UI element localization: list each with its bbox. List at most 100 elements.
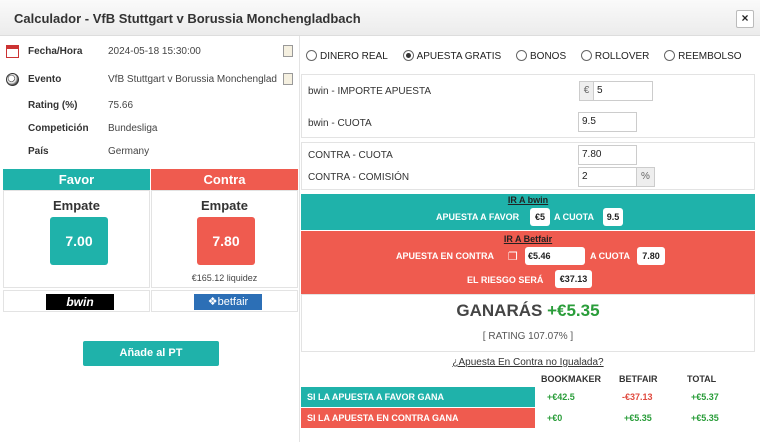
bookmaker-logo-row: bwin: [3, 290, 150, 312]
info-row-country: País Germany: [0, 141, 300, 163]
risk-text: EL RIESGO SERÁ: [467, 275, 544, 285]
col-header-total: TOTAL: [687, 374, 717, 384]
commission-input[interactable]: 2: [578, 167, 637, 187]
radio-label: BONOS: [530, 51, 567, 62]
stake-label: bwin - IMPORTE APUESTA: [308, 86, 431, 97]
event-panel: Fecha/Hora 2024-05-18 15:30:00 Evento Vf…: [0, 36, 300, 442]
copy-icon[interactable]: [283, 73, 293, 85]
mode-radio-group: DINERO REAL APUESTA GRATIS BONOS ROLLOVE…: [306, 50, 754, 62]
result-box: GANARÁS +€5.35 [ RATING 107.07% ]: [301, 294, 755, 352]
lay-form: CONTRA - CUOTA 7.80 CONTRA - COMISIÓN 2 …: [301, 142, 755, 190]
back-form: bwin - IMPORTE APUESTA € 5 bwin - CUOTA …: [301, 74, 755, 138]
stake-input[interactable]: 5: [593, 81, 653, 101]
contra-selection: Empate: [201, 198, 248, 213]
info-row-competition: Competición Bundesliga: [0, 118, 300, 140]
info-row-date: Fecha/Hora 2024-05-18 15:30:00: [0, 41, 300, 63]
row-betfair: -€37.13: [622, 392, 653, 402]
back-odds-text: A CUOTA: [554, 212, 594, 222]
info-row-event: Evento VfB Stuttgart v Borussia Moncheng…: [0, 69, 300, 91]
favor-selection: Empate: [53, 198, 100, 213]
info-value: 2024-05-18 15:30:00: [108, 46, 201, 57]
commission-label: CONTRA - COMISIÓN: [308, 172, 410, 183]
lay-bet-text: APUESTA EN CONTRA: [396, 251, 495, 261]
radio-label: ROLLOVER: [594, 51, 650, 62]
info-label: País: [28, 146, 49, 157]
profit-label: GANARÁS: [456, 301, 543, 320]
info-value: Bundesliga: [108, 123, 158, 134]
dialog-title: Calculador - VfB Stuttgart v Borussia Mo…: [14, 11, 361, 26]
lay-bet-band: IR A Betfair APUESTA EN CONTRA ❐ €5.46 A…: [301, 231, 755, 294]
row-bookmaker: +€0: [547, 413, 563, 423]
copy-icon[interactable]: [283, 45, 293, 57]
contra-odds: 7.80: [197, 217, 255, 265]
table-row: SI LA APUESTA A FAVOR GANA +€42.5 -€37.1…: [301, 387, 755, 407]
odds-label: bwin - CUOTA: [308, 118, 372, 129]
row-total: +€5.35: [691, 413, 719, 423]
close-button[interactable]: ×: [736, 10, 754, 28]
go-to-bwin-link[interactable]: IR A bwin: [507, 195, 549, 205]
col-header-bookmaker: BOOKMAKER: [541, 374, 601, 384]
back-odds-chip: 9.5: [603, 208, 623, 226]
mode-radio-rollover[interactable]: ROLLOVER: [580, 50, 650, 62]
row-total: +€5.37: [691, 392, 719, 402]
betfair-logo-text: betfair: [217, 296, 249, 308]
table-row: SI LA APUESTA EN CONTRA GANA +€0 +€5.35 …: [301, 408, 755, 428]
favor-header: Favor: [3, 169, 150, 190]
lay-stake-chip: €5.46: [525, 247, 585, 265]
favor-column: Empate 7.00: [3, 190, 150, 288]
back-stake-chip: €5: [530, 208, 550, 226]
back-bet-band: IR A bwin APUESTA A FAVOR €5 A CUOTA 9.5: [301, 194, 755, 230]
back-bet-text: APUESTA A FAVOR: [436, 212, 520, 222]
row-label: SI LA APUESTA EN CONTRA GANA: [301, 408, 535, 428]
mode-radio-free[interactable]: APUESTA GRATIS: [402, 50, 502, 62]
row-bookmaker: +€42.5: [547, 392, 575, 402]
info-label: Competición: [28, 123, 89, 134]
info-label: Evento: [28, 74, 62, 85]
percent-suffix: %: [637, 167, 655, 187]
row-label: SI LA APUESTA A FAVOR GANA: [301, 387, 535, 407]
radio-dot[interactable]: [580, 50, 592, 61]
soccer-ball-icon: [6, 73, 19, 86]
radio-dot[interactable]: [402, 50, 414, 61]
radio-label: REEMBOLSO: [678, 51, 742, 62]
euro-prefix: €: [579, 81, 593, 101]
lay-odds-input[interactable]: 7.80: [578, 145, 637, 165]
profit-amount: +€5.35: [547, 301, 600, 320]
mode-radio-refund[interactable]: REEMBOLSO: [664, 50, 742, 62]
info-value: Germany: [108, 146, 150, 157]
contra-liquidity: €165.12 liquidez: [191, 273, 258, 283]
odds-input[interactable]: 9.5: [578, 112, 637, 132]
betfair-logo[interactable]: ❖betfair: [194, 294, 262, 310]
copy-icon[interactable]: ❐: [508, 251, 518, 263]
dialog-titlebar: Calculador - VfB Stuttgart v Borussia Mo…: [0, 0, 760, 36]
risk-chip: €37.13: [555, 270, 592, 288]
info-label: Fecha/Hora: [28, 46, 83, 57]
contra-header: Contra: [151, 169, 298, 190]
exchange-logo-row: ❖betfair: [151, 290, 298, 312]
info-row-rating: Rating (%) 75.66: [0, 95, 300, 117]
radio-dot[interactable]: [664, 50, 676, 61]
radio-label: APUESTA GRATIS: [416, 51, 502, 62]
lay-odds-text: A CUOTA: [590, 251, 630, 261]
row-betfair: +€5.35: [624, 413, 652, 423]
unmatched-link[interactable]: ¿Apuesta En Contra no Igualada?: [452, 357, 604, 368]
info-value: VfB Stuttgart v Borussia Monchenglad: [108, 74, 277, 85]
info-label: Rating (%): [28, 100, 78, 111]
calendar-icon: [6, 45, 19, 58]
profit-text: GANARÁS +€5.35: [302, 301, 754, 321]
rating-text: [ RATING 107.07% ]: [482, 331, 574, 342]
radio-dot[interactable]: [516, 50, 528, 61]
bwin-logo[interactable]: bwin: [46, 294, 114, 310]
go-to-betfair-link[interactable]: IR A Betfair: [503, 234, 553, 244]
mode-radio-real[interactable]: DINERO REAL: [306, 50, 388, 62]
mode-radio-bonus[interactable]: BONOS: [516, 50, 566, 62]
radio-dot[interactable]: [306, 50, 317, 61]
add-to-pt-button[interactable]: Añade al PT: [83, 341, 219, 366]
info-value: 75.66: [108, 100, 134, 111]
radio-label: DINERO REAL: [320, 51, 388, 62]
favor-odds: 7.00: [50, 217, 108, 265]
col-header-betfair: BETFAIR: [619, 374, 658, 384]
contra-column: Empate 7.80 €165.12 liquidez: [151, 190, 298, 288]
calculator-panel: DINERO REAL APUESTA GRATIS BONOS ROLLOVE…: [301, 36, 760, 442]
lay-odds-chip: 7.80: [637, 247, 665, 265]
